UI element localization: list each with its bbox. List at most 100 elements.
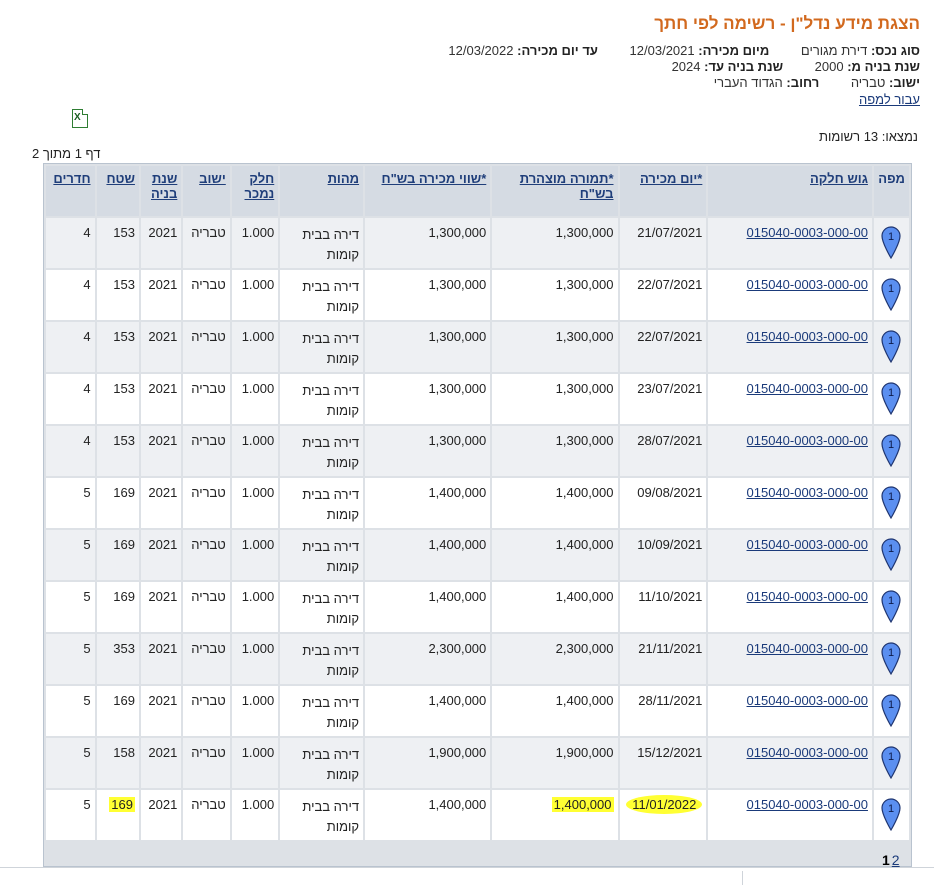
map-pin-icon[interactable]: 1 bbox=[881, 433, 902, 467]
parcel-value[interactable]: 015040-0003-000-00 bbox=[746, 381, 868, 396]
col-sale-value[interactable]: *שווי מכירה בש"ח bbox=[365, 166, 491, 216]
table-row: 1 015040-0003-000-00 28/07/2021 1,300,000 1,… bbox=[46, 426, 909, 476]
parcel-value[interactable]: 015040-0003-000-00 bbox=[746, 641, 868, 656]
cell-parcel[interactable]: 015040-0003-000-00 bbox=[708, 478, 872, 528]
cell-parcel[interactable]: 015040-0003-000-00 bbox=[708, 738, 872, 788]
cell-city: טבריה bbox=[183, 218, 230, 268]
cell-sale-date: 22/07/2021 bbox=[619, 270, 707, 320]
col-parcel[interactable]: גוש חלקה bbox=[708, 166, 872, 216]
parcel-value[interactable]: 015040-0003-000-00 bbox=[746, 537, 868, 552]
cell-map[interactable]: 1 bbox=[873, 270, 909, 320]
cell-declared-price: 1,300,000 bbox=[492, 374, 618, 424]
map-pin-icon[interactable]: 1 bbox=[881, 485, 902, 519]
map-pin-icon[interactable]: 1 bbox=[881, 225, 902, 259]
cell-city: טבריה bbox=[183, 634, 230, 684]
map-pin-icon[interactable]: 1 bbox=[881, 537, 902, 571]
col-city[interactable]: ישוב bbox=[183, 166, 230, 216]
cell-parcel[interactable]: 015040-0003-000-00 bbox=[708, 582, 872, 632]
col-build-year[interactable]: שנת בניה bbox=[140, 166, 182, 216]
parcel-value[interactable]: 015040-0003-000-00 bbox=[746, 693, 868, 708]
col-share[interactable]: חלק נמכר bbox=[231, 166, 279, 216]
table-row: 1 015040-0003-000-00 28/11/2021 1,400,000 1,… bbox=[46, 686, 909, 736]
cell-map[interactable]: 1 bbox=[873, 322, 909, 372]
build-year-value: 2021 bbox=[148, 693, 178, 708]
table-row: 1 015040-0003-000-00 21/11/2021 2,300,000 2,… bbox=[46, 634, 909, 684]
parcel-value[interactable]: 015040-0003-000-00 bbox=[746, 485, 868, 500]
map-pin-icon[interactable]: 1 bbox=[881, 745, 902, 779]
cell-city: טבריה bbox=[183, 790, 230, 840]
col-declared-price[interactable]: *תמורה מוצהרת בש"ח bbox=[492, 166, 618, 216]
cell-map[interactable]: 1 bbox=[873, 582, 909, 632]
cell-map[interactable]: 1 bbox=[873, 634, 909, 684]
col-nature[interactable]: מהות bbox=[280, 166, 364, 216]
map-pin-icon[interactable]: 1 bbox=[881, 381, 902, 415]
cell-sale-value: 1,400,000 bbox=[365, 582, 491, 632]
cell-map[interactable]: 1 bbox=[873, 478, 909, 528]
nature-value: דירה בבית קומות bbox=[302, 435, 360, 470]
cell-declared-price: 1,300,000 bbox=[492, 218, 618, 268]
cell-parcel[interactable]: 015040-0003-000-00 bbox=[708, 426, 872, 476]
cell-parcel[interactable]: 015040-0003-000-00 bbox=[708, 374, 872, 424]
map-pin-icon[interactable]: 1 bbox=[881, 589, 902, 623]
cell-rooms: 5 bbox=[46, 478, 95, 528]
excel-export-icon[interactable] bbox=[72, 109, 88, 128]
city-value: טבריה bbox=[191, 433, 226, 448]
pager-page-link[interactable]: 2 bbox=[891, 852, 900, 868]
map-pin-icon[interactable]: 1 bbox=[881, 641, 902, 675]
cell-parcel[interactable]: 015040-0003-000-00 bbox=[708, 218, 872, 268]
cell-parcel[interactable]: 015040-0003-000-00 bbox=[708, 634, 872, 684]
col-area[interactable]: שטח bbox=[96, 166, 139, 216]
cell-nature: דירה בבית קומות bbox=[280, 634, 364, 684]
cell-map[interactable]: 1 bbox=[873, 790, 909, 840]
declared-price-value: 1,400,000 bbox=[555, 537, 614, 552]
go-to-map-link[interactable]: עבור למפה bbox=[858, 92, 920, 107]
col-sale-date[interactable]: *יום מכירה bbox=[619, 166, 707, 216]
cell-rooms: 5 bbox=[46, 634, 95, 684]
cell-map[interactable]: 1 bbox=[873, 374, 909, 424]
cell-map[interactable]: 1 bbox=[873, 218, 909, 268]
sale-value-value: 1,300,000 bbox=[428, 277, 487, 292]
table-row: 1 015040-0003-000-00 15/12/2021 1,900,000 1,… bbox=[46, 738, 909, 788]
cell-map[interactable]: 1 bbox=[873, 738, 909, 788]
cell-parcel[interactable]: 015040-0003-000-00 bbox=[708, 530, 872, 580]
cell-map[interactable]: 1 bbox=[873, 686, 909, 736]
pin-number: 1 bbox=[888, 595, 894, 607]
map-pin-icon[interactable]: 1 bbox=[881, 329, 902, 363]
cell-parcel[interactable]: 015040-0003-000-00 bbox=[708, 790, 872, 840]
parcel-value[interactable]: 015040-0003-000-00 bbox=[746, 589, 868, 604]
col-rooms[interactable]: חדרים bbox=[46, 166, 95, 216]
pin-number: 1 bbox=[888, 439, 894, 451]
cell-sale-value: 2,300,000 bbox=[365, 634, 491, 684]
parcel-value[interactable]: 015040-0003-000-00 bbox=[746, 797, 868, 812]
sale-date-value: 11/10/2021 bbox=[638, 589, 703, 604]
cell-area: 169 bbox=[96, 686, 139, 736]
cell-share: 1.000 bbox=[231, 582, 279, 632]
parcel-value[interactable]: 015040-0003-000-00 bbox=[746, 329, 868, 344]
cell-nature: דירה בבית קומות bbox=[280, 374, 364, 424]
parcel-value[interactable]: 015040-0003-000-00 bbox=[746, 745, 868, 760]
rooms-value: 4 bbox=[83, 277, 91, 292]
cell-sale-value: 1,400,000 bbox=[365, 790, 491, 840]
cell-map[interactable]: 1 bbox=[873, 530, 909, 580]
cell-parcel[interactable]: 015040-0003-000-00 bbox=[708, 270, 872, 320]
map-pin-icon[interactable]: 1 bbox=[881, 277, 902, 311]
cell-rooms: 4 bbox=[46, 270, 95, 320]
parcel-value[interactable]: 015040-0003-000-00 bbox=[746, 277, 868, 292]
parcel-value[interactable]: 015040-0003-000-00 bbox=[746, 225, 868, 240]
declared-price-value: 1,300,000 bbox=[555, 277, 614, 292]
cell-area: 169 bbox=[96, 478, 139, 528]
cell-sale-date: 09/08/2021 bbox=[619, 478, 707, 528]
map-pin-icon[interactable]: 1 bbox=[881, 693, 902, 727]
cell-map[interactable]: 1 bbox=[873, 426, 909, 476]
criteria-line-1: סוג נכס: דירת מגורים מיום מכירה: 12/03/2… bbox=[448, 43, 920, 58]
cell-parcel[interactable]: 015040-0003-000-00 bbox=[708, 322, 872, 372]
cell-share: 1.000 bbox=[231, 270, 279, 320]
map-pin-icon[interactable]: 1 bbox=[881, 797, 902, 831]
parcel-value[interactable]: 015040-0003-000-00 bbox=[746, 433, 868, 448]
pager-current-page: 1 bbox=[882, 852, 890, 868]
build-year-value: 2021 bbox=[148, 797, 178, 812]
share-value: 1.000 bbox=[241, 641, 275, 656]
city-value: טבריה bbox=[191, 641, 226, 656]
cell-sale-date: 22/07/2021 bbox=[619, 322, 707, 372]
cell-parcel[interactable]: 015040-0003-000-00 bbox=[708, 686, 872, 736]
